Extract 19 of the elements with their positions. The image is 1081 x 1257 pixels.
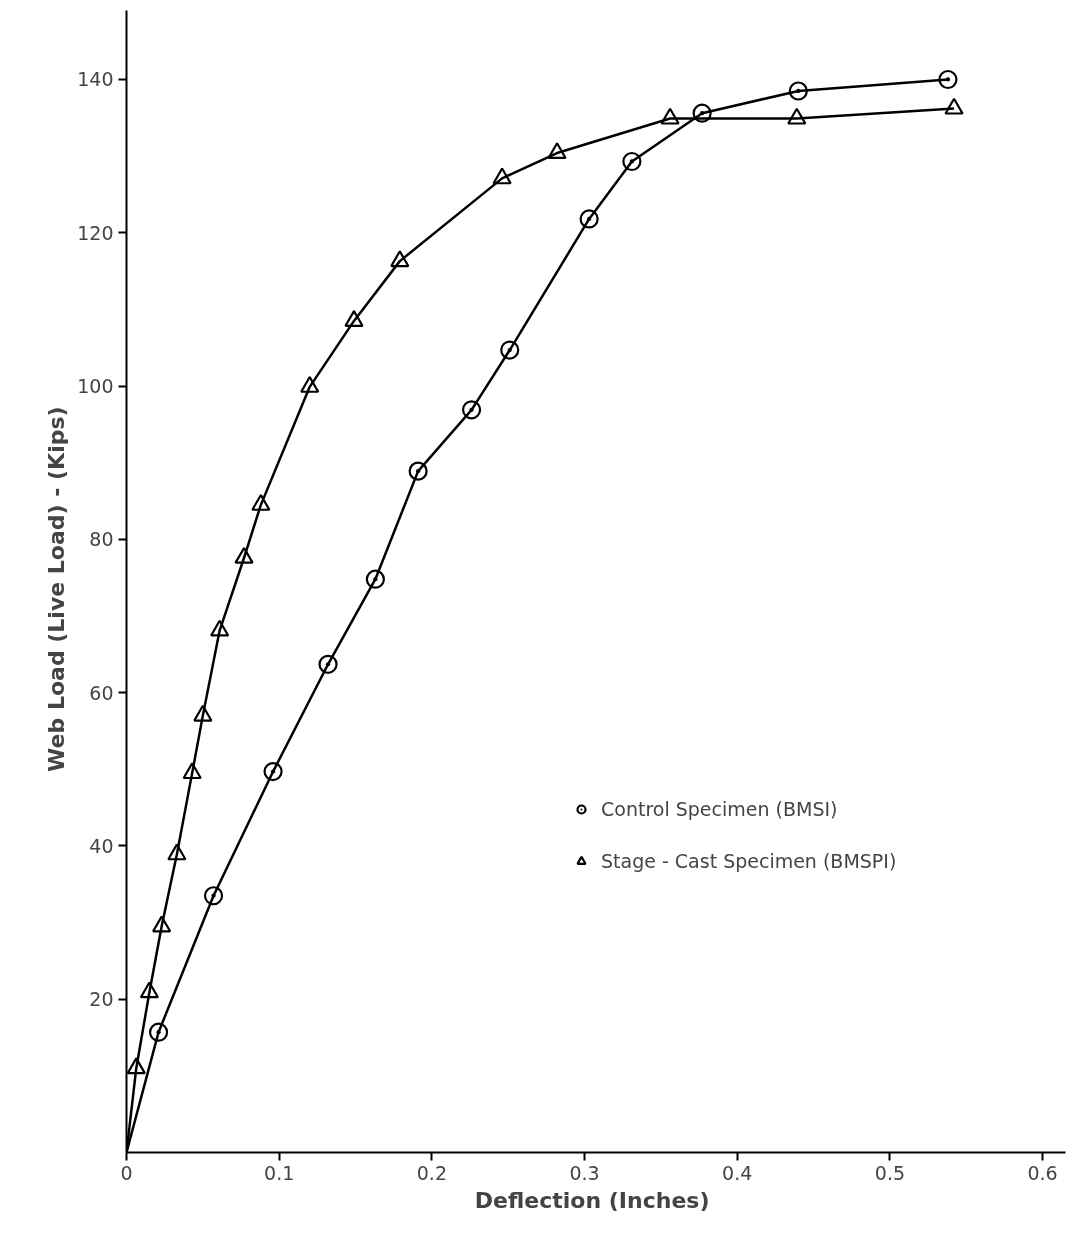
legend-label: Stage - Cast Specimen (BMSPI) — [601, 850, 897, 872]
x-tick-label: 0.2 — [416, 1161, 447, 1184]
y-tick-label: 100 — [77, 375, 114, 398]
legend-label: Control Specimen (BMSI) — [601, 798, 838, 820]
point — [938, 69, 958, 90]
x-tick-label: 0.4 — [722, 1161, 753, 1184]
x-axis-title: Deflection (Inches) — [474, 1187, 710, 1213]
y-tick-label: 40 — [89, 834, 114, 857]
y-tick-label: 20 — [89, 988, 114, 1011]
x-tick-label: 0 — [120, 1161, 133, 1184]
y-tick-label: 140 — [77, 68, 114, 91]
y-tick-label: 60 — [89, 681, 114, 704]
y-axis-title: Web Load (Live Load) - (Kips) — [44, 406, 70, 772]
x-tick-label: 0.3 — [569, 1161, 600, 1184]
y-tick-label: 120 — [77, 221, 114, 244]
x-tick-label: 0.5 — [874, 1161, 906, 1184]
x-tick-label: 0.1 — [264, 1161, 295, 1184]
y-tick-label: 80 — [89, 528, 114, 551]
x-tick-label: 0.6 — [1027, 1161, 1058, 1184]
